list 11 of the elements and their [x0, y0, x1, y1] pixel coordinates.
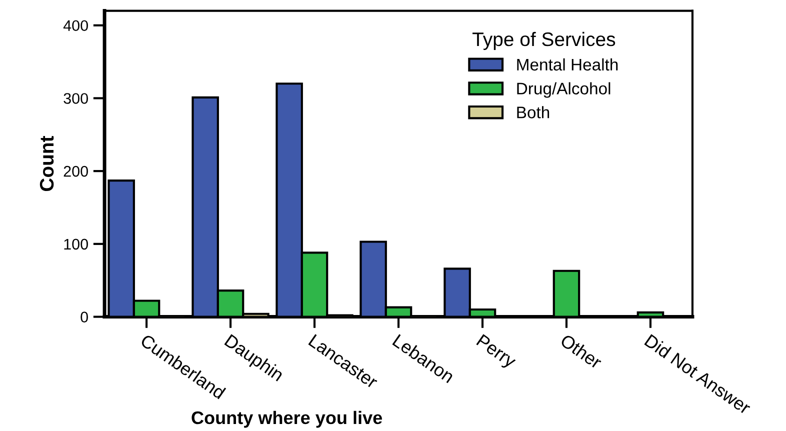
x-axis-title: County where you live	[192, 410, 382, 428]
y-tick-label: 0	[80, 312, 88, 322]
legend-label: Mental Health	[517, 58, 618, 71]
y-axis-title: Count	[40, 136, 54, 192]
y-tick-label: 100	[64, 238, 88, 250]
legend-label: Both	[517, 106, 550, 118]
y-tick-label: 400	[63, 20, 88, 32]
y-tick-label: 300	[64, 93, 88, 104]
legend-label: Drug/Alcohol	[517, 82, 610, 98]
legend-title: Type of Services	[472, 32, 616, 50]
y-tick-label: 200	[64, 166, 88, 177]
